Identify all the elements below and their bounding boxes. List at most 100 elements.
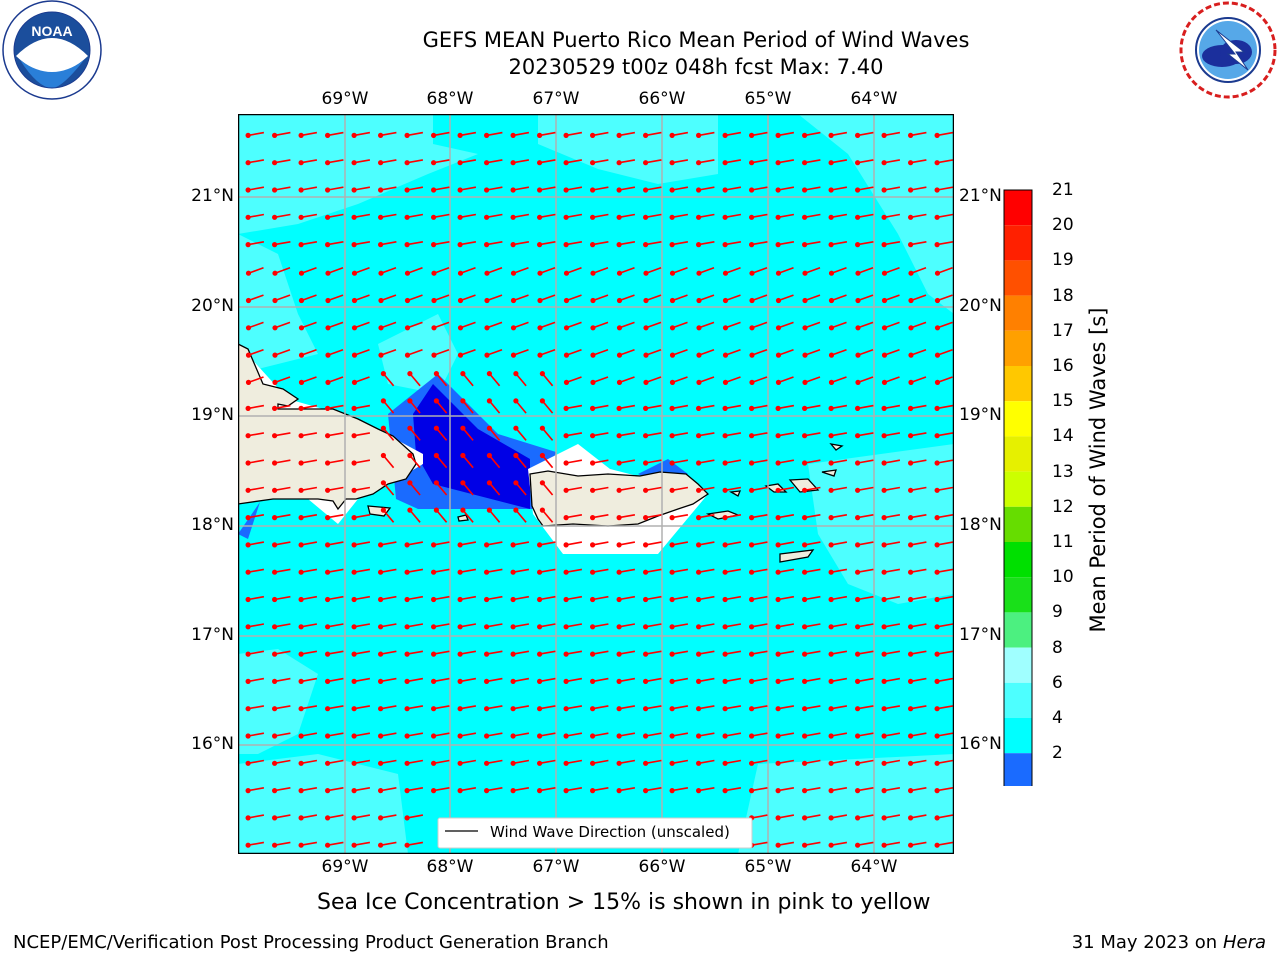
wind-arrow-head <box>643 760 649 766</box>
wind-arrow <box>380 321 397 329</box>
wind-arrow-head <box>775 815 781 821</box>
wind-arrow <box>380 267 397 274</box>
wind-arrow-head <box>801 487 808 493</box>
wind-arrow-head <box>616 352 623 358</box>
wind-arrow <box>353 759 371 765</box>
wind-arrow <box>937 321 953 329</box>
wind-arrow <box>247 759 265 765</box>
wind-arrow-head <box>722 270 729 276</box>
lon-label-top: 69°W <box>321 89 369 109</box>
wind-arrow <box>592 376 609 384</box>
wind-arrow-head <box>801 624 808 630</box>
wind-arrow <box>300 241 318 246</box>
wind-arrow <box>804 623 821 628</box>
wind-arrow <box>671 514 689 519</box>
wind-arrow-head <box>484 187 490 193</box>
wind-arrow <box>566 294 582 302</box>
wind-arrow-head <box>881 515 887 521</box>
wind-arrow <box>247 486 265 492</box>
wind-arrow-head <box>563 569 569 575</box>
wind-arrow-head <box>298 352 305 358</box>
wind-arrow <box>380 650 397 655</box>
wind-arrow-head <box>563 678 569 685</box>
wind-arrow <box>777 568 795 573</box>
wind-arrow-head <box>590 542 596 548</box>
wind-arrow-head <box>433 398 439 404</box>
wind-arrow <box>274 759 291 765</box>
wind-arrow <box>857 759 874 765</box>
wind-arrow-head <box>351 515 357 521</box>
noaa-logo-text: NOAA <box>31 23 72 39</box>
wind-arrow <box>883 432 901 437</box>
wind-arrow-head <box>590 433 596 439</box>
wind-arrow-head <box>510 733 516 739</box>
wind-arrow-head <box>351 815 357 821</box>
wind-arrow <box>486 348 503 356</box>
wind-arrow <box>274 486 291 492</box>
wind-arrow-head <box>457 214 463 220</box>
wind-arrow-head <box>696 242 702 248</box>
wind-arrow-head <box>271 760 278 766</box>
wind-arrow-head <box>298 760 304 766</box>
wind-arrow-head <box>748 542 755 548</box>
wind-arrow <box>777 159 795 164</box>
wind-arrow <box>672 267 688 274</box>
wind-arrow-head <box>934 760 940 766</box>
chart-subtitle: 20230529 t00z 048h fcst Max: 7.40 <box>508 55 884 79</box>
wind-arrow <box>382 373 395 387</box>
wind-arrow <box>777 459 795 464</box>
wind-arrow-head <box>775 596 781 603</box>
wind-arrow <box>804 321 821 329</box>
wind-arrow <box>671 787 689 792</box>
wind-arrow-head <box>907 842 914 848</box>
wind-arrow-head <box>590 569 596 575</box>
wind-arrow-head <box>854 651 861 657</box>
wind-arrow <box>645 348 662 356</box>
wind-arrow-head <box>722 352 729 358</box>
wind-arrow-head <box>484 787 490 794</box>
wind-arrow <box>724 514 742 519</box>
wind-arrow <box>247 814 265 819</box>
wind-arrow-head <box>775 325 782 331</box>
wind-arrow <box>539 294 556 302</box>
wind-arrow-head <box>696 460 702 466</box>
wind-arrow-head <box>881 596 887 603</box>
wind-arrow <box>619 267 635 274</box>
wind-arrow-head <box>272 270 278 276</box>
wind-arrow-head <box>696 624 702 630</box>
wind-arrow <box>830 186 848 191</box>
wind-arrow-head <box>378 760 384 766</box>
wind-arrow-head <box>775 270 782 276</box>
wind-arrow <box>433 186 450 191</box>
wind-arrow-head <box>563 160 569 166</box>
wind-arrow <box>910 787 927 792</box>
wind-arrow-head <box>378 270 384 276</box>
wind-arrow <box>433 321 450 329</box>
wind-arrow <box>274 677 291 683</box>
wind-arrow-head <box>881 733 887 739</box>
wind-arrow <box>565 186 583 191</box>
wind-arrow <box>910 459 927 464</box>
lat-label-left: 20°N <box>191 296 234 316</box>
wind-arrow-head <box>722 706 728 712</box>
wind-arrow <box>884 321 900 329</box>
wind-arrow-head <box>324 787 331 794</box>
wind-arrow <box>777 541 795 546</box>
wind-arrow <box>380 241 397 246</box>
wind-arrow-head <box>881 297 888 304</box>
wind-arrow <box>830 486 848 492</box>
wind-arrow-head <box>351 405 357 412</box>
wind-arrow-head <box>775 433 781 439</box>
wind-arrow-head <box>722 542 728 548</box>
wind-arrow-head <box>431 187 437 193</box>
wind-arrow-head <box>696 352 702 358</box>
wind-arrow-head <box>484 132 490 139</box>
wind-arrow <box>937 376 953 384</box>
wind-arrow <box>910 732 927 737</box>
wind-arrow-head <box>696 596 702 603</box>
wind-arrow <box>433 213 450 219</box>
wind-arrow-head <box>324 214 331 220</box>
wind-arrow-head <box>854 596 861 603</box>
wind-arrow-head <box>272 297 278 304</box>
wind-arrow <box>777 131 795 137</box>
